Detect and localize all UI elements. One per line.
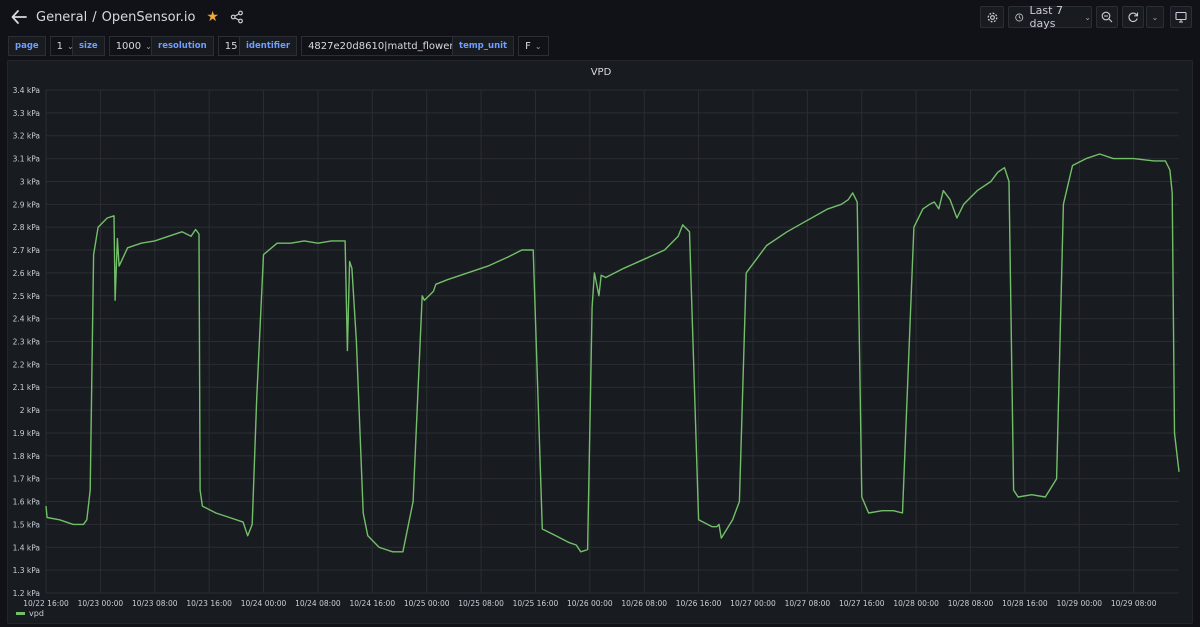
variable-label: size [72,36,105,56]
chevron-down-icon: ⌄ [67,41,74,51]
y-tick-label: 2.4 kPa [13,315,40,324]
variable-label: temp_unit [452,36,515,56]
gear-icon [987,12,997,22]
x-tick-label: 10/26 16:00 [676,599,722,608]
refresh-icon [1128,12,1139,22]
x-tick-label: 10/24 16:00 [349,599,395,608]
refresh-button[interactable] [1122,6,1144,28]
series-line-vpd [45,153,1180,553]
x-tick-label: 10/23 16:00 [186,599,232,608]
refresh-interval-dropdown[interactable]: ⌄ [1146,6,1164,28]
y-tick-label: 2 kPa [20,406,40,415]
variable-value: 1 [56,40,64,52]
star-icon[interactable]: ★ [206,9,219,25]
variable-label: resolution [151,36,214,56]
legend-swatch [16,612,25,615]
x-tick-label: 10/27 16:00 [839,599,885,608]
chevron-down-icon: ⌄ [1151,12,1159,22]
x-tick-label: 10/23 00:00 [78,599,124,608]
y-tick-label: 1.9 kPa [13,429,40,438]
x-tick-label: 10/22 16:00 [23,599,69,608]
breadcrumb: General / OpenSensor.io ★ [36,9,244,25]
y-tick-label: 2.7 kPa [13,246,40,255]
variable-value: 4827e20d8610|mattd_flower_tent [308,40,479,52]
variable-page: page 1 ⌄ [8,36,81,56]
y-tick-label: 2.5 kPa [13,292,40,301]
y-tick-label: 2.8 kPa [13,223,40,232]
vpd-panel[interactable]: VPD 1.2 kPa 1.3 kPa 1.4 kPa 1.5 kPa 1.6 kPa 1.… [7,60,1193,624]
variable-value: 1000 [115,40,142,52]
x-tick-label: 10/27 08:00 [785,599,831,608]
y-tick-label: 1.7 kPa [13,475,40,484]
time-picker[interactable]: Last 7 days ⌄ [1008,4,1092,30]
y-tick-label: 2.1 kPa [13,383,40,392]
variable-value: 15 [224,40,238,52]
y-tick-label: 2.3 kPa [13,338,40,347]
chevron-down-icon: ⌄ [1084,12,1091,22]
y-tick-label: 2.2 kPa [13,360,40,369]
top-bar: General / OpenSensor.io ★ Last 7 days ⌄ [0,0,1200,34]
y-tick-label: 1.8 kPa [13,452,40,461]
y-tick-label: 1.2 kPa [13,589,40,598]
y-tick-label: 1.4 kPa [13,543,40,552]
breadcrumb-folder[interactable]: General [36,9,88,25]
x-tick-label: 10/26 00:00 [567,599,613,608]
zoom-out-button[interactable] [1096,6,1118,28]
variable-temp-unit: temp_unit F ⌄ [452,36,549,56]
x-tick-label: 10/29 08:00 [1111,599,1157,608]
y-tick-label: 1.6 kPa [13,498,40,507]
arrow-left-icon[interactable] [10,8,28,26]
legend-label: vpd [29,609,44,618]
clock-icon [1015,13,1024,21]
vpd-chart[interactable]: VPD 1.2 kPa 1.3 kPa 1.4 kPa 1.5 kPa 1.6 kPa 1.… [8,61,1194,625]
x-tick-label: 10/27 00:00 [730,599,776,608]
x-tick-label: 10/24 08:00 [295,599,341,608]
y-tick-label: 2.9 kPa [13,200,40,209]
zoom-out-icon [1101,11,1113,23]
y-tick-label: 3 kPa [20,177,40,186]
breadcrumb-separator: / [92,9,97,25]
x-tick-label: 10/25 00:00 [404,599,450,608]
variable-label: identifier [239,36,298,56]
y-tick-label: 3.2 kPa [13,132,40,141]
chevron-down-icon: ⌄ [145,41,152,51]
x-tick-label: 10/24 00:00 [241,599,287,608]
x-tick-label: 10/29 00:00 [1056,599,1102,608]
time-range-label: Last 7 days [1029,4,1063,30]
chart-title: VPD [591,67,612,78]
x-tick-label: 10/28 08:00 [948,599,994,608]
x-tick-label: 10/25 08:00 [458,599,504,608]
y-tick-label: 1.3 kPa [13,566,40,575]
variable-size: size 1000 ⌄ [72,36,159,56]
x-tick-label: 10/26 08:00 [621,599,667,608]
variable-size-select[interactable]: 1000 ⌄ [108,36,159,56]
x-tick-label: 10/23 08:00 [132,599,178,608]
x-tick-label: 10/25 16:00 [513,599,559,608]
y-tick-label: 1.5 kPa [13,520,40,529]
tv-icon [1175,11,1187,23]
chevron-down-icon: ⌄ [534,41,542,51]
tv-mode-button[interactable] [1170,6,1192,28]
y-tick-label: 3.1 kPa [13,155,40,164]
y-tick-label: 3.3 kPa [13,109,40,118]
x-tick-label: 10/28 16:00 [1002,599,1048,608]
y-tick-label: 3.4 kPa [13,86,40,95]
share-icon[interactable] [230,10,244,24]
variable-temp-unit-select[interactable]: F ⌄ [518,36,549,56]
y-tick-label: 2.6 kPa [13,269,40,278]
dashboard-title[interactable]: OpenSensor.io [101,9,196,25]
settings-button[interactable] [980,6,1004,28]
variable-label: page [8,36,46,56]
x-tick-label: 10/28 00:00 [893,599,939,608]
variable-value: F [525,40,531,52]
